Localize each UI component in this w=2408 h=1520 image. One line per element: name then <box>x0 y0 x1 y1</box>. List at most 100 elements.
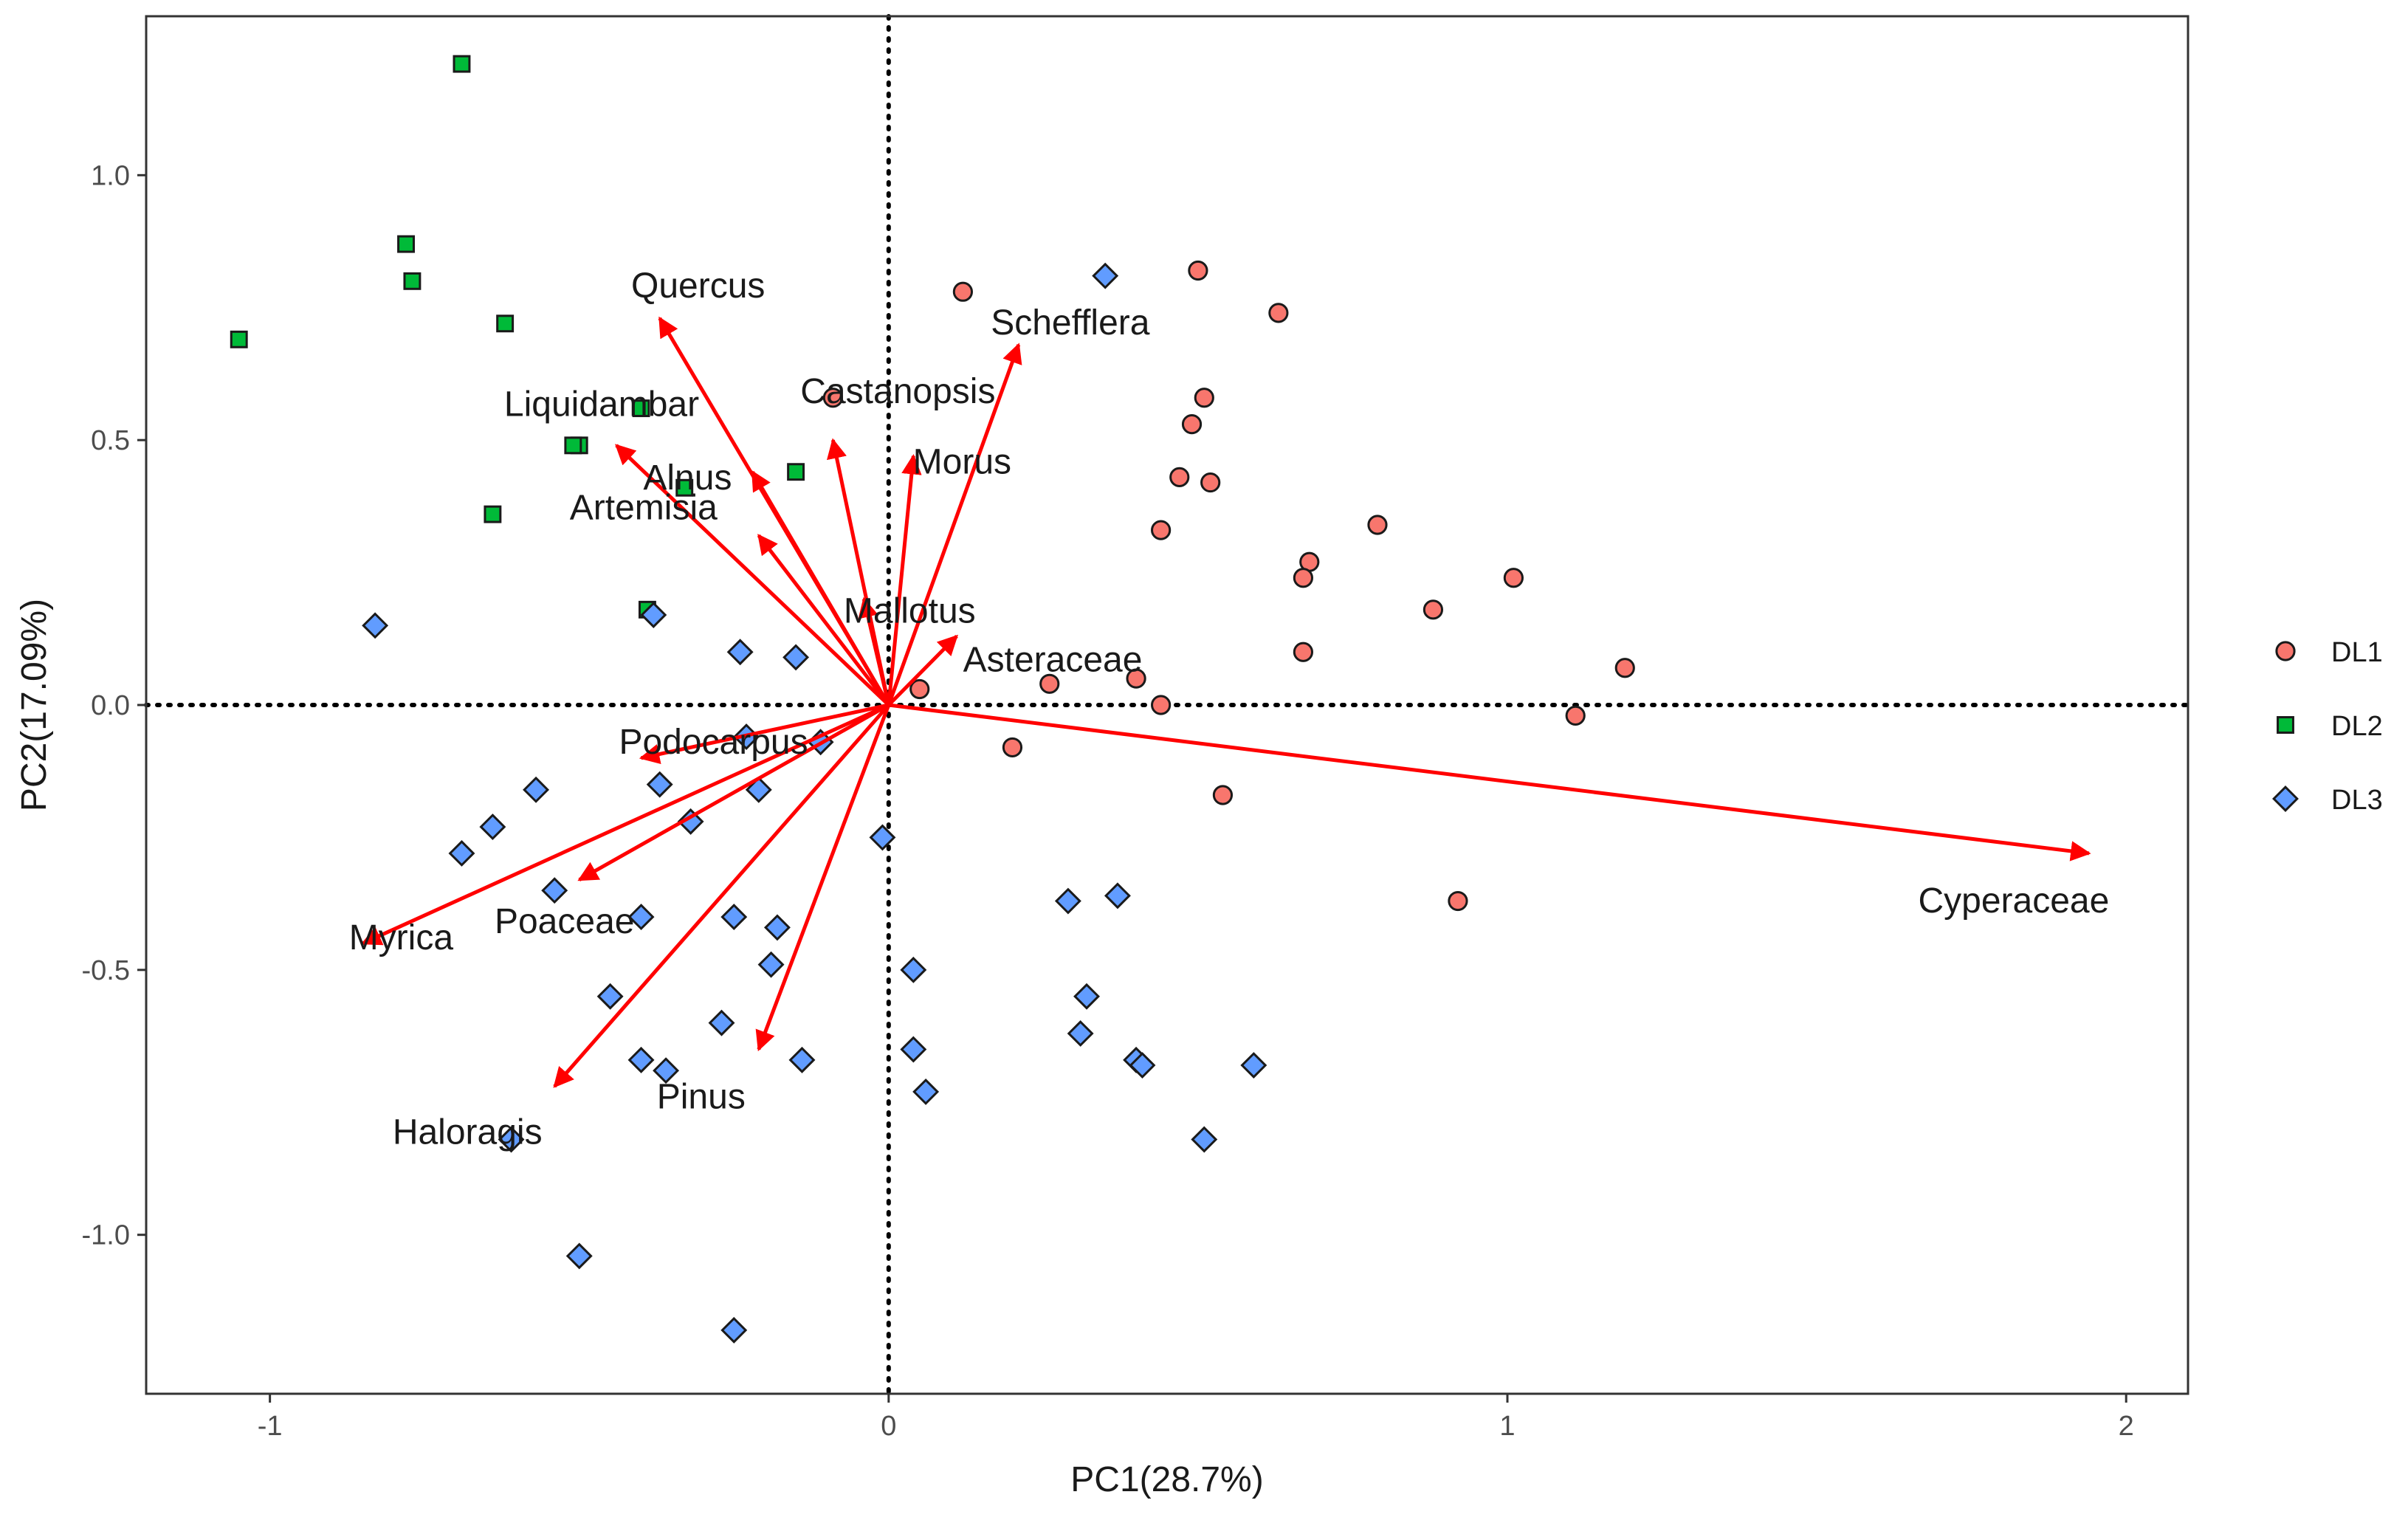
dl3-point <box>1104 882 1131 909</box>
vector-label-cyperaceae: Cyperaceae <box>1918 881 2109 921</box>
legend-key-dl1 <box>2275 641 2296 661</box>
dl3-point <box>782 644 810 671</box>
dl3-point <box>1240 1052 1267 1079</box>
vector-label-asteraceae: Asteraceae <box>963 641 1143 680</box>
dl3-point <box>763 914 791 941</box>
vector-asteraceae <box>887 634 958 706</box>
dl3-point <box>479 814 506 841</box>
dl1-point <box>1565 705 1586 726</box>
vector-label-haloragis: Haloragis <box>393 1113 543 1152</box>
dl3-point <box>1191 1126 1218 1153</box>
dl3-point <box>720 1316 748 1344</box>
dl1-point <box>1423 599 1444 620</box>
dl3-point <box>596 983 624 1010</box>
dl1-point <box>1268 303 1289 323</box>
dl1-point <box>1169 467 1190 487</box>
dl3-point <box>640 602 667 628</box>
dl2-point <box>484 505 502 523</box>
dl1-point <box>1293 568 1314 588</box>
legend-label-dl3: DL3 <box>2331 785 2383 816</box>
vector-artemisia <box>757 534 890 706</box>
dl1-point <box>1614 658 1635 678</box>
vector-podocarpus <box>639 703 890 765</box>
dl2-point <box>675 478 694 497</box>
vector-label-mallotus: Mallotus <box>844 591 976 630</box>
vector-myrica <box>360 703 890 946</box>
dl1-point <box>1126 668 1146 689</box>
vector-cyperaceae <box>888 703 2091 862</box>
dl3-point <box>1054 887 1081 915</box>
dl2-point <box>230 330 248 348</box>
dl3-point <box>541 877 568 904</box>
dl2-point <box>403 272 422 290</box>
y-tick-label: -0.5 <box>82 955 130 986</box>
dl1-point <box>909 678 930 700</box>
dl1-point <box>1002 737 1023 758</box>
legend-item-dl2: DL2 <box>2277 711 2383 742</box>
vector-label-pinus: Pinus <box>657 1078 746 1117</box>
dl1-point <box>1293 642 1314 662</box>
vector-label-liquidambar: Liquidambar <box>504 385 699 424</box>
dl3-point <box>912 1078 940 1105</box>
dl2-point <box>496 314 515 333</box>
dl3-point <box>627 1046 655 1073</box>
vector-label-castanopsis: Castanopsis <box>800 372 995 411</box>
legend-label-dl1: DL1 <box>2331 637 2383 668</box>
dl3-point <box>720 904 748 931</box>
dl3-point <box>1092 262 1119 289</box>
dl3-point <box>757 951 785 978</box>
dl1-point <box>1194 388 1214 408</box>
dl1-point <box>1151 520 1172 540</box>
dl1-point <box>1448 890 1468 912</box>
dl1-point <box>1151 695 1172 715</box>
dl1-point <box>1367 515 1388 535</box>
data-points <box>230 55 1635 1344</box>
vector-poaceae <box>577 703 890 882</box>
dl2-point <box>453 55 471 73</box>
dl3-point <box>1073 983 1100 1010</box>
x-tick-label: 1 <box>1499 1411 1515 1442</box>
dl3-point <box>498 1126 525 1153</box>
dl3-point <box>627 904 655 931</box>
dl1-point <box>1188 260 1208 281</box>
dl2-point <box>632 399 650 418</box>
legend: DL1 DL2 DL3 <box>2272 637 2383 816</box>
dl3-point <box>565 1242 593 1270</box>
dl3-point <box>900 1036 927 1063</box>
dl1-point <box>952 281 974 302</box>
dl2-point <box>787 463 805 481</box>
vector-morus <box>887 453 922 706</box>
dl1-point <box>822 388 843 408</box>
vector-label-quercus: Quercus <box>631 266 765 306</box>
y-tick-label: -1.0 <box>82 1220 130 1251</box>
dl3-point <box>900 956 927 983</box>
series-dl1 <box>822 260 1635 912</box>
y-tick-label: 0.5 <box>91 425 130 456</box>
dl3-point <box>869 824 896 851</box>
dl1-point <box>1503 568 1524 588</box>
dl1-point <box>1200 472 1221 493</box>
vector-labels: Quercus Schefflera Castanopsis Liquidambar A… <box>349 266 2110 1152</box>
dl1-point <box>1181 414 1203 435</box>
x-axis-title: PC1(28.7%) <box>1070 1460 1263 1499</box>
y-tick-label: 0.0 <box>91 690 130 721</box>
dl3-point <box>726 639 754 666</box>
dl3-point <box>646 771 673 798</box>
x-tick-label: 0 <box>881 1411 896 1442</box>
vector-label-alnus: Alnus <box>643 458 732 498</box>
y-axis-title: PC2(17.09%) <box>15 599 54 811</box>
vector-label-podocarpus: Podocarpus <box>619 723 808 762</box>
dl3-point <box>1067 1020 1094 1047</box>
dl3-point <box>1129 1052 1156 1079</box>
vector-label-morus: Morus <box>913 443 1011 482</box>
dl3-point <box>523 776 550 803</box>
vector-mallotus <box>858 596 891 706</box>
dl1-point <box>1039 673 1060 694</box>
vector-label-poaceae: Poaceae <box>495 902 635 941</box>
legend-item-dl1: DL1 <box>2275 637 2383 668</box>
x-tick-label: 2 <box>2119 1411 2134 1442</box>
legend-key-dl3 <box>2272 785 2299 812</box>
dl3-point <box>653 1057 680 1084</box>
vector-label-artemisia: Artemisia <box>570 488 718 527</box>
